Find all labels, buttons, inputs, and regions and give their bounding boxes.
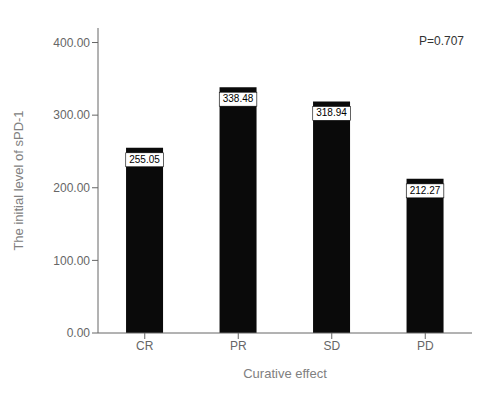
- svg-text:100.00: 100.00: [53, 254, 90, 268]
- svg-text:212.27: 212.27: [410, 185, 441, 196]
- svg-text:PD: PD: [417, 339, 434, 353]
- svg-text:200.00: 200.00: [53, 181, 90, 195]
- svg-text:PR: PR: [230, 339, 247, 353]
- svg-text:The initial level of sPD-1: The initial level of sPD-1: [11, 110, 26, 250]
- svg-text:0.00: 0.00: [67, 326, 91, 340]
- svg-text:318.94: 318.94: [316, 107, 347, 118]
- svg-text:255.05: 255.05: [129, 154, 160, 165]
- svg-text:300.00: 300.00: [53, 108, 90, 122]
- svg-text:SD: SD: [323, 339, 340, 353]
- svg-text:400.00: 400.00: [53, 36, 90, 50]
- svg-text:CR: CR: [136, 339, 154, 353]
- svg-text:338.48: 338.48: [223, 93, 254, 104]
- svg-text:Curative effect: Curative effect: [243, 366, 327, 381]
- html-text:P=0.707: P=0.707: [419, 34, 464, 48]
